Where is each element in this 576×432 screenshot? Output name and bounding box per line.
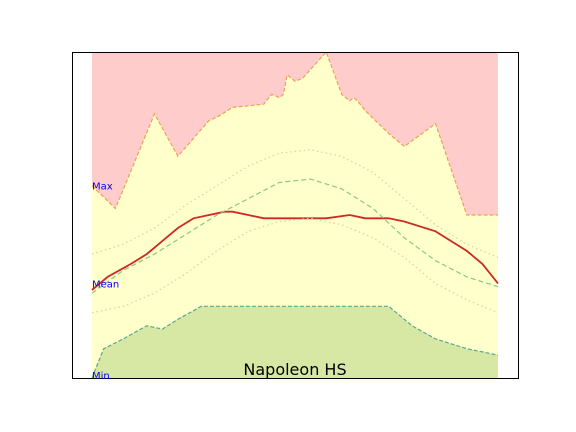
max-band-area (92, 52, 498, 215)
chart-title: Napoleon HS (243, 360, 346, 379)
plot-area (91, 50, 499, 379)
min-band-area (92, 306, 498, 378)
series-line-dashed-1 (91, 178, 499, 294)
plot-frame (72, 52, 519, 379)
annotation-max: Max (92, 182, 113, 193)
series-line-solid-0 (91, 210, 499, 291)
annotation-layer: Max Mean Min (92, 182, 119, 382)
min-envelope-line (91, 305, 499, 379)
series-line-dotted-2 (91, 149, 499, 258)
annotation-min: Min (92, 371, 110, 382)
series-line-dotted-3 (91, 217, 499, 314)
annotation-mean: Mean (92, 280, 119, 291)
max-envelope-line (91, 50, 498, 216)
mid-band-area (92, 52, 498, 378)
